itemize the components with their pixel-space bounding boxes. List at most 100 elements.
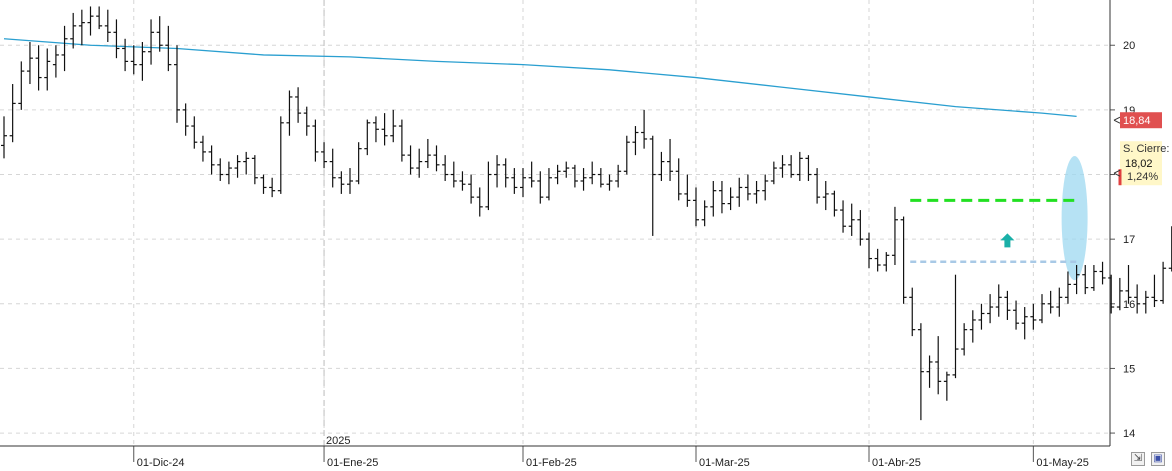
ohlc-bar <box>952 274 959 379</box>
ohlc-bar <box>502 158 509 188</box>
ohlc-bar <box>96 6 103 30</box>
ohlc-bar <box>1151 274 1158 308</box>
highlight-ellipse <box>1061 156 1088 281</box>
ohlc-bar <box>987 294 994 324</box>
ohlc-bar <box>113 19 120 59</box>
ohlc-bar <box>44 48 51 91</box>
ohlc-bar <box>840 200 847 233</box>
ohlc-bar <box>874 248 881 272</box>
ohlc-bar <box>35 45 42 91</box>
x-tick-label: 01-Feb-25 <box>526 457 577 469</box>
ohlc-bar <box>199 135 206 162</box>
ohlc-bar <box>407 145 414 175</box>
ohlc-bar <box>891 206 898 266</box>
ohlc-bar <box>632 126 639 156</box>
expand-icon[interactable]: ⇲ <box>1131 452 1145 466</box>
ohlc-bar <box>1116 277 1123 311</box>
ohlc-bar <box>78 9 85 46</box>
ohlc-bar <box>459 171 466 191</box>
price-tag-pointer <box>1113 116 1121 124</box>
ohlc-bar <box>234 155 241 178</box>
ohlc-bar <box>511 168 518 194</box>
ohlc-bar <box>675 158 682 201</box>
moving-average-line <box>3 38 1077 117</box>
ohlc-bar <box>978 303 985 330</box>
up-arrow-icon <box>1000 233 1015 248</box>
ohlc-bar <box>165 25 172 72</box>
ohlc-bar <box>277 116 284 194</box>
x-tick-label: 01-Abr-25 <box>872 457 921 469</box>
ohlc-bar <box>1073 265 1080 295</box>
ohlc-bar <box>718 180 725 214</box>
ohlc-bar <box>485 161 492 211</box>
ohlc-bar <box>347 168 353 194</box>
ohlc-bar <box>580 168 587 191</box>
x-axis-strip <box>0 446 1172 471</box>
ohlc-bar <box>174 45 180 123</box>
ohlc-bar <box>442 155 449 181</box>
ohlc-bar <box>1099 261 1106 285</box>
ohlc-bar <box>9 84 16 143</box>
ohlc-bar <box>926 355 933 388</box>
ohlc-bar <box>26 42 33 85</box>
ohlc-bar <box>1108 274 1115 314</box>
ohlc-bar <box>398 119 405 162</box>
ohlc-bar <box>615 164 622 188</box>
ohlc-bar <box>1039 294 1045 324</box>
ohlc-bar <box>848 203 855 236</box>
ohlc-bar <box>667 138 674 181</box>
ohlc-bar <box>623 135 630 175</box>
ohlc-bar <box>814 168 821 204</box>
ohlc-bar <box>18 61 25 110</box>
ohlc-bar <box>225 161 232 185</box>
ohlc-bar <box>312 119 319 162</box>
ohlc-bar <box>770 161 777 185</box>
ohlc-bar <box>589 161 596 185</box>
ohlc-bar <box>866 232 872 269</box>
ohlc-bar <box>822 180 829 211</box>
x-tick-label: 01-Dic-24 <box>137 457 185 469</box>
ohlc-bar <box>762 174 769 201</box>
ohlc-bar <box>1004 290 1011 320</box>
ohlc-bar <box>649 135 656 236</box>
ohlc-bar <box>1160 261 1167 304</box>
ohlc-bar <box>961 323 968 356</box>
x-tick-label: 01-Ene-25 <box>327 457 378 469</box>
ohlc-bar <box>796 151 803 181</box>
ohlc-bar <box>779 155 786 178</box>
y-tick-label: 17 <box>1123 234 1135 246</box>
ohlc-bar <box>520 168 526 198</box>
ohlc-bar <box>52 45 59 78</box>
ohlc-bar <box>303 106 310 136</box>
ohlc-bar <box>1125 265 1132 304</box>
ohlc-bar <box>943 371 950 401</box>
close-box-bg <box>1120 141 1162 186</box>
close-box-title: S. Cierre: <box>1123 143 1169 155</box>
ohlc-bar <box>494 155 501 188</box>
close-box-pointer <box>1113 169 1121 177</box>
y-tick-label: 16 <box>1123 299 1135 311</box>
price-tag-label: 18,84 <box>1123 115 1151 127</box>
ohlc-bar <box>372 116 379 143</box>
ohlc-bar <box>295 87 302 123</box>
ohlc-bar <box>736 177 743 207</box>
ohlc-bar <box>935 336 942 395</box>
ohlc-bar <box>355 142 362 185</box>
ohlc-bar <box>857 210 864 246</box>
ohlc-bar <box>1082 265 1089 295</box>
y-tick-label: 14 <box>1123 428 1135 440</box>
ohlc-bar <box>693 187 699 227</box>
ohlc-bar <box>710 180 717 217</box>
ohlc-bar <box>139 42 146 81</box>
ohlc-bar <box>571 164 578 188</box>
save-icon[interactable]: ▣ <box>1151 452 1165 466</box>
ohlc-bar <box>1047 290 1054 314</box>
ohlc-bar <box>269 177 276 198</box>
ohlc-bar <box>61 25 68 72</box>
y-tick-label: 20 <box>1123 40 1135 52</box>
ohlc-bar <box>1021 307 1028 340</box>
ohlc-bar <box>381 113 388 146</box>
ohlc-bar <box>251 155 258 185</box>
ohlc-bar <box>597 168 604 188</box>
